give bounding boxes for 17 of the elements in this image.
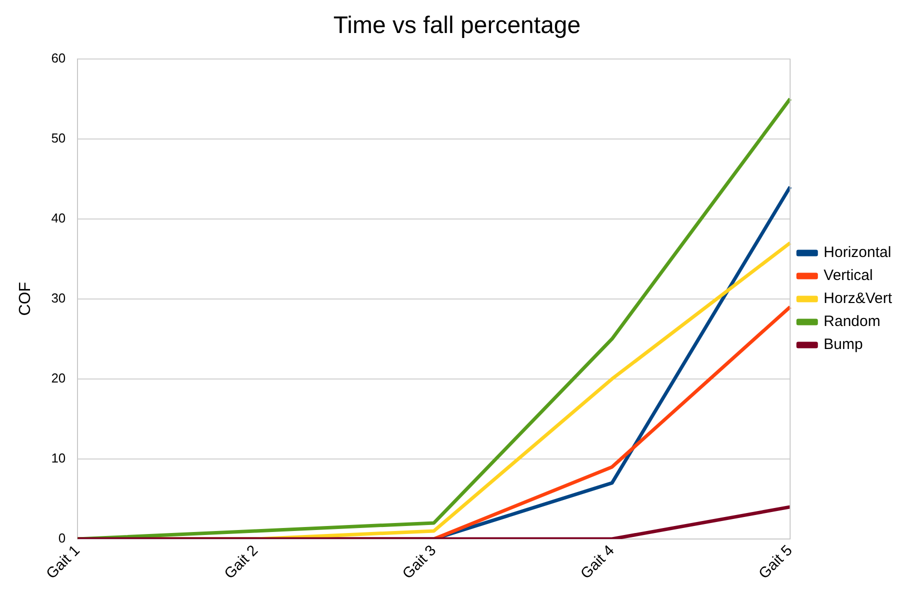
x-tick-label: Gait 5 — [756, 542, 796, 582]
y-tick-label: 20 — [51, 370, 66, 386]
x-tick-label: Gait 4 — [577, 542, 618, 582]
legend-label: Random — [824, 313, 880, 330]
y-axis-title: COF — [17, 282, 34, 316]
y-tick-label: 50 — [51, 130, 66, 146]
chart-title: Time vs fall percentage — [333, 12, 581, 40]
x-tick-label: Gait 2 — [221, 542, 262, 582]
legend-label: Horizontal — [824, 244, 892, 262]
legend-label: Horz&Vert — [824, 290, 893, 308]
y-tick-label: 30 — [51, 290, 66, 306]
y-tick-label: 60 — [51, 50, 66, 66]
y-tick-label: 10 — [51, 450, 66, 466]
x-tick-label: Gait 3 — [399, 542, 440, 582]
legend-label: Vertical — [824, 267, 873, 284]
y-tick-label: 40 — [51, 210, 66, 226]
legend-label: Bump — [824, 336, 863, 354]
